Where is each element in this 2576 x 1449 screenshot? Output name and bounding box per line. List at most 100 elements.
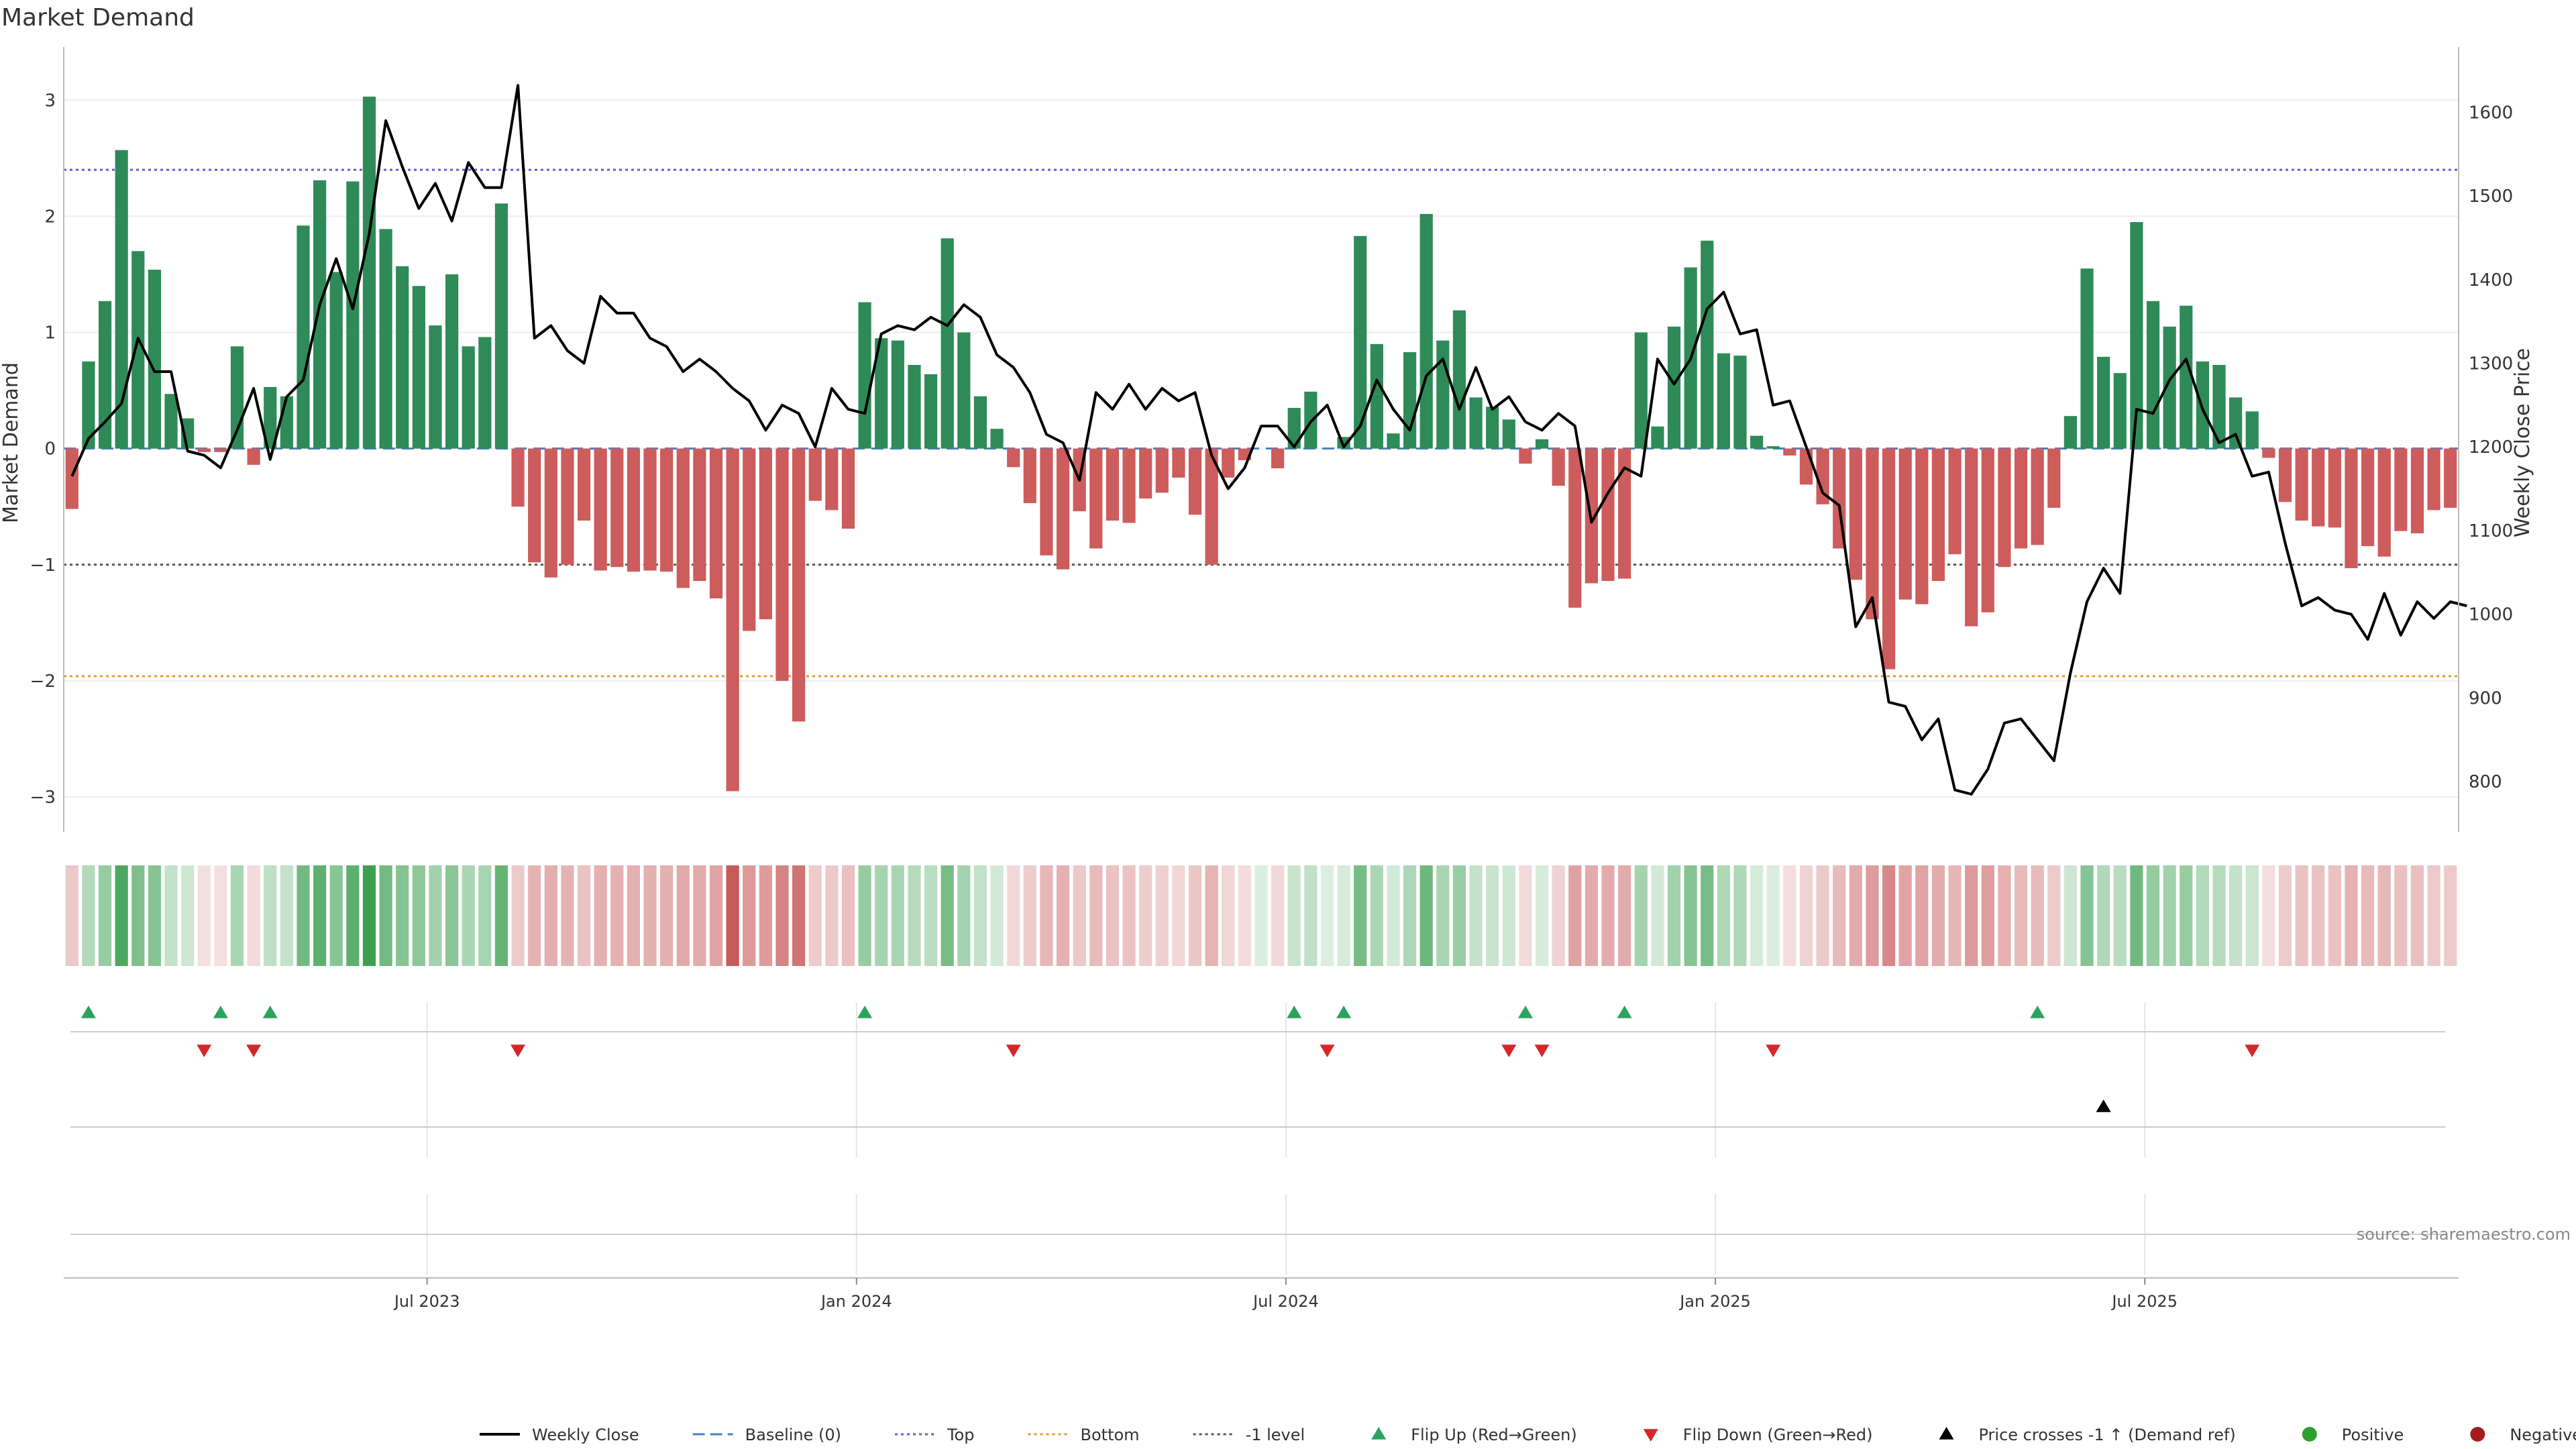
flip-down-marker [1766,1044,1781,1057]
demand-bar [2427,448,2440,511]
demand-bar [676,448,690,588]
heat-cell [1866,865,1879,966]
demand-bar [1089,448,1103,549]
heat-cell [462,865,475,966]
heat-cell [2113,865,2127,966]
demand-bar [1222,448,1235,478]
heat-cell [412,865,425,966]
demand-bar [280,396,293,449]
y-left-tick-label: −3 [30,788,56,808]
heat-cell [1634,865,1648,966]
heat-cell [2063,865,2078,966]
demand-bar [1056,448,1070,570]
heat-cell [181,865,195,966]
heat-cell [908,865,921,966]
heat-cell [1155,865,1169,966]
demand-bar [643,448,657,571]
demand-bar [1915,448,1929,604]
heat-cell [1585,865,1599,966]
heat-cell [2229,865,2243,966]
demand-bar [808,448,822,501]
heat-cell [1651,865,1664,966]
heat-cell [1931,865,1945,966]
heat-cell [478,865,492,966]
demand-bar [1354,235,1367,449]
heat-cell [1172,865,1185,966]
heat-cell [825,865,839,966]
flip-up-marker [1617,1006,1632,1018]
legend-item: Weekly Close [480,1426,639,1444]
demand-bar [2097,356,2110,449]
triangle-up-icon [1371,1427,1387,1440]
legend-label: Price crosses -1 ↑ (Demand ref) [1979,1426,2236,1444]
heat-cell [2295,865,2308,966]
heat-cell [1419,865,1433,966]
demand-bar [2394,448,2408,531]
demand-bar [627,448,641,572]
demand-bar [2312,448,2325,527]
legend-item: Positive [2302,1426,2404,1444]
flip-up-marker [262,1006,278,1018]
heat-cell [1486,865,1499,966]
demand-bar [1419,213,1433,449]
legend-item: Top [895,1426,975,1444]
heat-cell [858,865,871,966]
heat-cell [1733,865,1747,966]
demand-bar [197,448,211,452]
heat-cell [1040,865,1053,966]
demand-bar [2345,448,2358,568]
demand-bar [1122,448,1136,523]
demand-bar [2361,448,2375,547]
demand-bar [2080,268,2094,449]
heat-cell [1007,865,1020,966]
demand-bar [2295,448,2308,521]
demand-bar [2130,222,2143,449]
demand-bar [1486,407,1499,449]
heat-cell [1089,865,1103,966]
heat-cell [1750,865,1764,966]
legend-item: -1 level [1193,1426,1305,1444]
demand-bar [775,448,789,681]
flip-down-marker [1320,1044,1335,1057]
y-left-tick-label: 3 [44,91,56,111]
heat-cell [924,865,938,966]
heat-cell [1684,865,1697,966]
heat-cell [1833,865,1846,966]
legend-label: Top [947,1426,975,1444]
heat-cell [2345,865,2358,966]
heat-cell [1139,865,1152,966]
price-line-layer [70,84,2467,796]
weekly-close-line [70,84,2467,796]
heat-cell [1882,865,1896,966]
heat-cell [379,865,392,966]
heat-cell [2130,865,2143,966]
heat-cell [2262,865,2275,966]
legend-item: Negative [2470,1426,2576,1444]
demand-bar [1701,240,1714,449]
heat-cell [1073,865,1086,966]
y-left-tick-label: 2 [44,207,56,227]
demand-bar [743,448,756,631]
heat-cell [1287,865,1301,966]
demand-bar [1634,332,1648,449]
demand-bar [2278,448,2292,502]
heat-cell [1469,865,1483,966]
heat-cell [561,865,574,966]
heat-cell [65,865,78,966]
demand-bar [297,225,310,449]
heat-cell [297,865,310,966]
event-markers [70,1003,2445,1275]
demand-bar [1651,426,1664,449]
heat-cell [264,865,277,966]
demand-bar [1535,439,1549,449]
demand-bar [924,374,938,449]
flip-up-marker [80,1006,96,1018]
flip-down-marker [1534,1044,1550,1057]
heat-cell [1205,865,1218,966]
heat-cell [660,865,674,966]
demand-bar [594,448,607,571]
demand-bar [1717,353,1730,449]
demand-bar [2229,397,2243,449]
heat-cell [1403,865,1417,966]
demand-heat-strip [65,865,2457,966]
